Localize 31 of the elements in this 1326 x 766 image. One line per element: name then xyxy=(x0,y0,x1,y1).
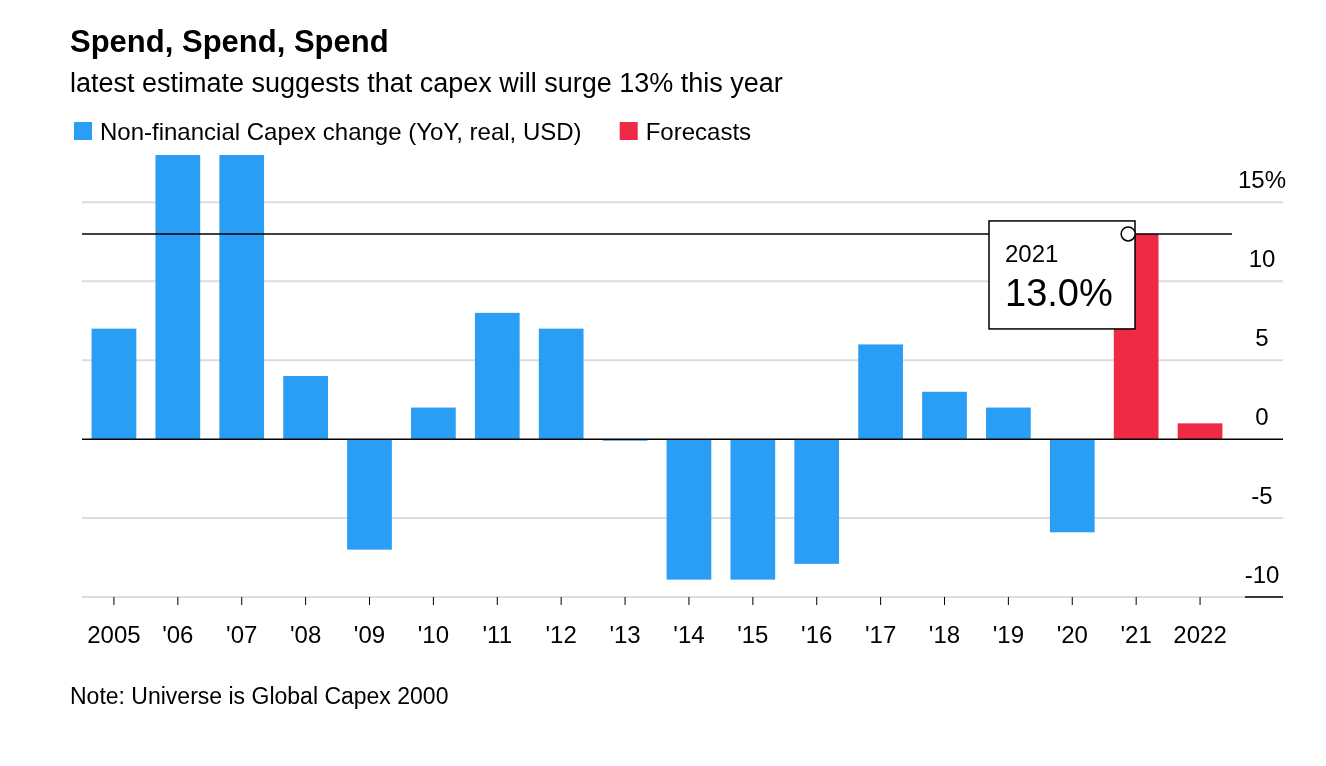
callout: 2021 13.0% xyxy=(988,220,1136,330)
y-tick-label: 5 xyxy=(1255,324,1269,352)
x-tick-label: '11 xyxy=(482,621,513,648)
x-tick-label: '12 xyxy=(545,621,577,648)
x-tick-label: '18 xyxy=(928,621,961,648)
legend-label: Non-financial Capex change (YoY, real, USD) xyxy=(100,118,582,145)
x-tick-label: '08 xyxy=(289,621,322,648)
x-tick-label: '07 xyxy=(226,621,258,648)
x-tick-label: '06 xyxy=(162,621,194,648)
x-tick-label: '10 xyxy=(417,621,450,648)
y-tick-label: -10 xyxy=(1244,561,1280,588)
legend-label: Forecasts xyxy=(645,118,752,145)
y-tick-label: 15% xyxy=(1237,166,1287,194)
x-tick-label: '14 xyxy=(673,621,705,648)
x-tick-label: '21 xyxy=(1120,621,1152,648)
x-tick-label: 2005 xyxy=(87,621,141,648)
y-tick-label: -5 xyxy=(1251,482,1273,510)
chart-title: Spend, Spend, Spend xyxy=(70,24,389,59)
x-tick-label: '19 xyxy=(992,621,1025,648)
text: Note: Universe is Global Capex 2000 xyxy=(70,683,449,709)
chart-subtitle: latest estimate suggests that capex will surge 13% this year xyxy=(70,68,783,98)
x-tick-label: '16 xyxy=(801,621,833,648)
y-tick-label: 0 xyxy=(1255,403,1269,431)
x-tick-label: 2022 xyxy=(1173,621,1227,648)
x-tick-label: '15 xyxy=(737,621,769,648)
x-tick-label: '17 xyxy=(864,621,897,648)
x-tick-label: '09 xyxy=(353,621,386,648)
x-tick-label: '20 xyxy=(1056,621,1088,648)
x-tick-label: '13 xyxy=(609,621,641,648)
annotation: 2021 13.0% xyxy=(1005,239,1113,314)
y-tick-label: 10 xyxy=(1248,245,1276,273)
